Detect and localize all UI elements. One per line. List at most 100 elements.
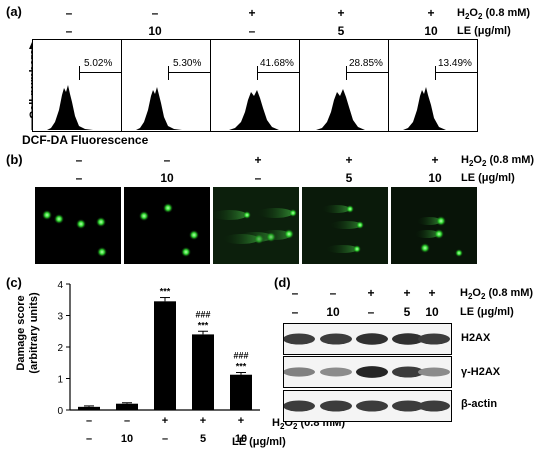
significance-label: *** bbox=[236, 362, 247, 372]
pct-4: 28.85% bbox=[349, 58, 383, 69]
pct-3: 41.68% bbox=[260, 58, 294, 69]
x-h2o2-label: + bbox=[238, 415, 244, 427]
band-label-beta-actin: β-actin bbox=[461, 398, 498, 410]
comet-image-1 bbox=[35, 187, 121, 264]
gate-marker bbox=[168, 66, 169, 80]
pct-1: 5.02% bbox=[84, 58, 113, 69]
d-h2o2-5: + bbox=[428, 286, 436, 300]
panel-c-label: (c) bbox=[6, 275, 22, 290]
comet-image-4 bbox=[302, 187, 388, 264]
blot-h2ax bbox=[283, 323, 452, 355]
bands-beta-actin bbox=[283, 400, 450, 412]
d-le-1: – bbox=[291, 305, 299, 319]
band-gamma-h2ax bbox=[356, 366, 388, 378]
panel-a-label: (a) bbox=[6, 4, 22, 19]
band-h2ax bbox=[283, 333, 315, 345]
a-le-2: 10 bbox=[148, 24, 162, 38]
d-le-label: LE (μg/ml) bbox=[460, 306, 514, 318]
band-gamma-h2ax bbox=[283, 367, 315, 377]
bar bbox=[154, 301, 176, 410]
x-le-label: 10 bbox=[121, 433, 133, 445]
b-h2o2-5: + bbox=[431, 153, 439, 167]
band-gamma-h2ax bbox=[418, 367, 450, 377]
y-tick-label: 1 bbox=[57, 375, 63, 386]
histogram-peak bbox=[47, 85, 93, 130]
a-le-label: LE (μg/ml) bbox=[457, 25, 511, 37]
a-xlabel: DCF-DA Fluorescence bbox=[22, 133, 149, 147]
gate-marker bbox=[435, 66, 436, 80]
cell-nuclei-with-tails bbox=[213, 187, 299, 264]
x-h2o2-label: – bbox=[86, 415, 92, 427]
x-le-label: – bbox=[162, 433, 168, 445]
x-h2o2-label: + bbox=[162, 415, 168, 427]
y-tick-label: 0 bbox=[57, 406, 63, 417]
band-h2ax bbox=[418, 333, 450, 345]
d-h2o2-3: + bbox=[367, 286, 375, 300]
b-le-1: – bbox=[75, 171, 83, 185]
band-h2ax bbox=[356, 333, 388, 345]
bar bbox=[78, 406, 100, 410]
band-beta-actin bbox=[418, 400, 450, 412]
a-le-5: 10 bbox=[424, 24, 438, 38]
bands-gamma-h2ax bbox=[283, 366, 450, 378]
band-gamma-h2ax bbox=[320, 367, 352, 377]
gate-line bbox=[346, 72, 388, 73]
cell-nuclei-with-tails bbox=[302, 187, 388, 264]
comet-image-3 bbox=[213, 187, 299, 264]
a-le-4: 5 bbox=[337, 24, 345, 38]
gate-line bbox=[79, 72, 121, 73]
blot-beta-actin bbox=[283, 390, 452, 422]
d-h2o2-4: + bbox=[403, 286, 411, 300]
histogram-peak bbox=[403, 87, 446, 130]
significance-label: ### bbox=[195, 309, 210, 319]
x-h2o2-label: + bbox=[200, 415, 206, 427]
d-h2o2-2: – bbox=[329, 286, 337, 300]
d-le-2: 10 bbox=[326, 305, 340, 319]
a-le-1: – bbox=[65, 24, 73, 38]
band-beta-actin bbox=[320, 400, 352, 412]
blot-gamma-h2ax bbox=[283, 356, 452, 388]
comet-image-2 bbox=[124, 187, 210, 264]
a-h2o2-label: H2O2 (0.8 mM) bbox=[457, 7, 531, 22]
gate-line bbox=[257, 72, 299, 73]
band-beta-actin bbox=[356, 400, 388, 412]
bar bbox=[192, 334, 214, 410]
gate-line bbox=[435, 72, 477, 73]
c-ylabel-line1: Damage score bbox=[15, 295, 27, 371]
b-h2o2-4: + bbox=[345, 153, 353, 167]
y-tick-label: 4 bbox=[57, 280, 63, 291]
band-h2ax bbox=[392, 333, 424, 345]
a-h2o2-2: – bbox=[151, 6, 159, 20]
d-le-5: 10 bbox=[425, 305, 439, 319]
significance-label: *** bbox=[198, 320, 209, 330]
a-h2o2-1: – bbox=[65, 6, 73, 20]
y-tick-label: 2 bbox=[57, 343, 63, 354]
y-tick-label: 3 bbox=[57, 312, 63, 323]
d-le-3: – bbox=[367, 305, 375, 319]
significance-label: ### bbox=[233, 351, 248, 361]
band-beta-actin bbox=[392, 400, 424, 412]
flow-hist-3: 41.68% bbox=[210, 39, 300, 132]
b-le-2: 10 bbox=[160, 171, 174, 185]
gate-marker bbox=[346, 66, 347, 80]
flow-hist-2: 5.30% bbox=[121, 39, 211, 132]
b-h2o2-1: – bbox=[75, 153, 83, 167]
band-gamma-h2ax bbox=[392, 366, 424, 378]
cell-nuclei bbox=[42, 210, 107, 257]
panel-b-label: (b) bbox=[6, 152, 23, 167]
b-le-label: LE (μg/ml) bbox=[461, 172, 515, 184]
comet-image-5 bbox=[391, 187, 477, 264]
cell-nuclei bbox=[139, 203, 199, 257]
histogram-peak bbox=[136, 87, 182, 130]
significance-label: *** bbox=[160, 287, 171, 297]
b-le-3: – bbox=[254, 171, 262, 185]
bar bbox=[230, 374, 252, 410]
cell-nuclei-with-tails bbox=[391, 187, 477, 264]
a-h2o2-3: + bbox=[248, 6, 256, 20]
a-h2o2-5: + bbox=[427, 6, 435, 20]
pct-5: 13.49% bbox=[438, 58, 472, 69]
d-h2o2-1: – bbox=[291, 286, 299, 300]
bands-h2ax bbox=[283, 333, 450, 345]
band-label-gamma-h2ax: γ-H2AX bbox=[461, 366, 501, 378]
